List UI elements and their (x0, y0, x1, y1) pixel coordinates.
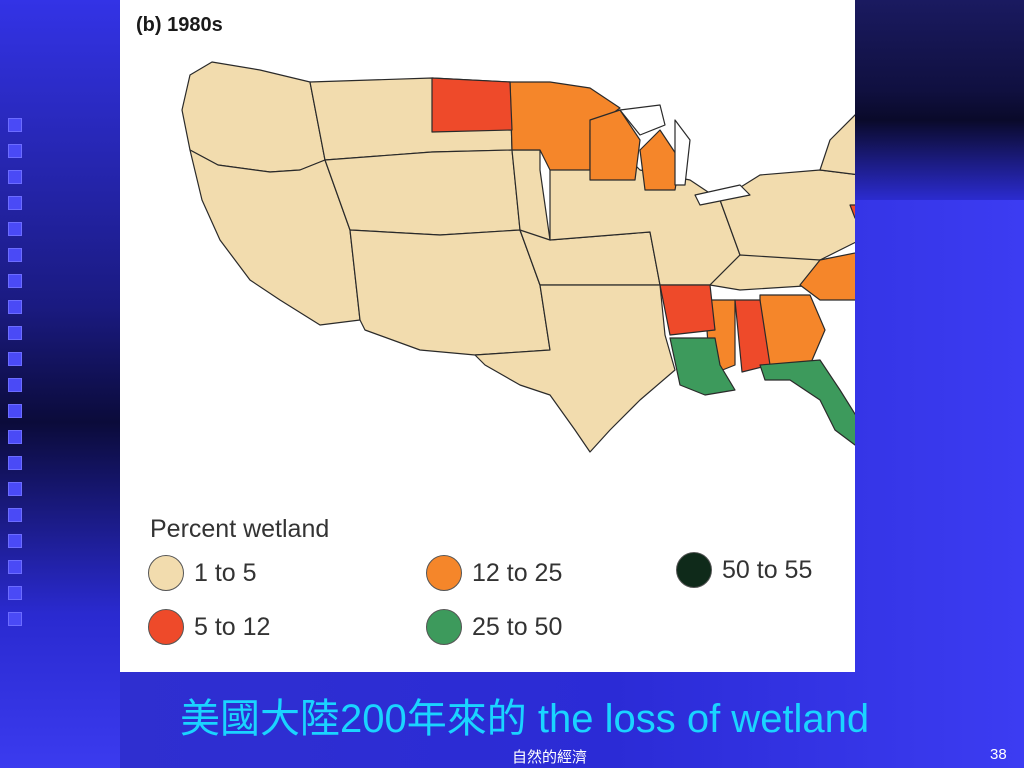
legend-swatch (676, 552, 712, 588)
legend-item-50-to-55: 50 to 55 (676, 552, 812, 588)
map-region-mountain (324, 149, 521, 236)
legend-label: 1 to 5 (194, 558, 257, 587)
figure-label: (b) 1980s (136, 14, 223, 36)
caption-cjk-mid: 年來的 (406, 696, 527, 742)
map-state-maryland-delaware (849, 204, 855, 219)
map-region-southwest (349, 229, 551, 356)
legend-item-1-to-5: 1 to 5 (148, 555, 257, 591)
legend-item-25-to-50: 25 to 50 (426, 609, 562, 645)
map-state-louisiana (669, 337, 736, 396)
map-region-northeast-base (819, 114, 855, 175)
legend-label: 50 to 55 (722, 555, 813, 584)
map-state-michigan (639, 129, 681, 191)
map-state-florida (759, 359, 855, 446)
decorative-squares (8, 118, 28, 638)
legend-label: 5 to 12 (194, 612, 271, 641)
wetland-map-figure: (b) 1980s (120, 0, 855, 672)
page-number: 38 (990, 746, 1007, 763)
map-region-texas (474, 284, 676, 453)
caption-number: 200 (340, 697, 407, 741)
legend-swatch (148, 609, 184, 645)
slide-caption: 美國大陸200年來的 the loss of wetland (180, 686, 1000, 744)
map-state-north-dakota (431, 77, 513, 133)
legend-label: 12 to 25 (472, 558, 563, 587)
map-region-northwest (181, 61, 326, 173)
slide-top-right-gradient (855, 0, 1024, 200)
legend-title: Percent wetland (150, 515, 330, 543)
us-states-map (181, 61, 855, 453)
map-state-georgia (759, 294, 826, 366)
great-lakes (619, 104, 751, 206)
legend-label: 25 to 50 (472, 612, 563, 641)
legend-swatch (148, 555, 184, 591)
legend-item-5-to-12: 5 to 12 (148, 609, 270, 645)
map-state-carolinas (799, 252, 855, 301)
legend-swatch (426, 609, 462, 645)
legend-item-12-to-25: 12 to 25 (426, 555, 562, 591)
caption-cjk-prefix: 美國大陸 (180, 696, 340, 742)
caption-english: the loss of wetland (526, 697, 870, 741)
map-region-kansas-oklahoma (519, 229, 661, 286)
legend-swatch (426, 555, 462, 591)
map-state-arkansas (659, 284, 716, 336)
footer-title: 自然的經濟 (512, 749, 588, 766)
